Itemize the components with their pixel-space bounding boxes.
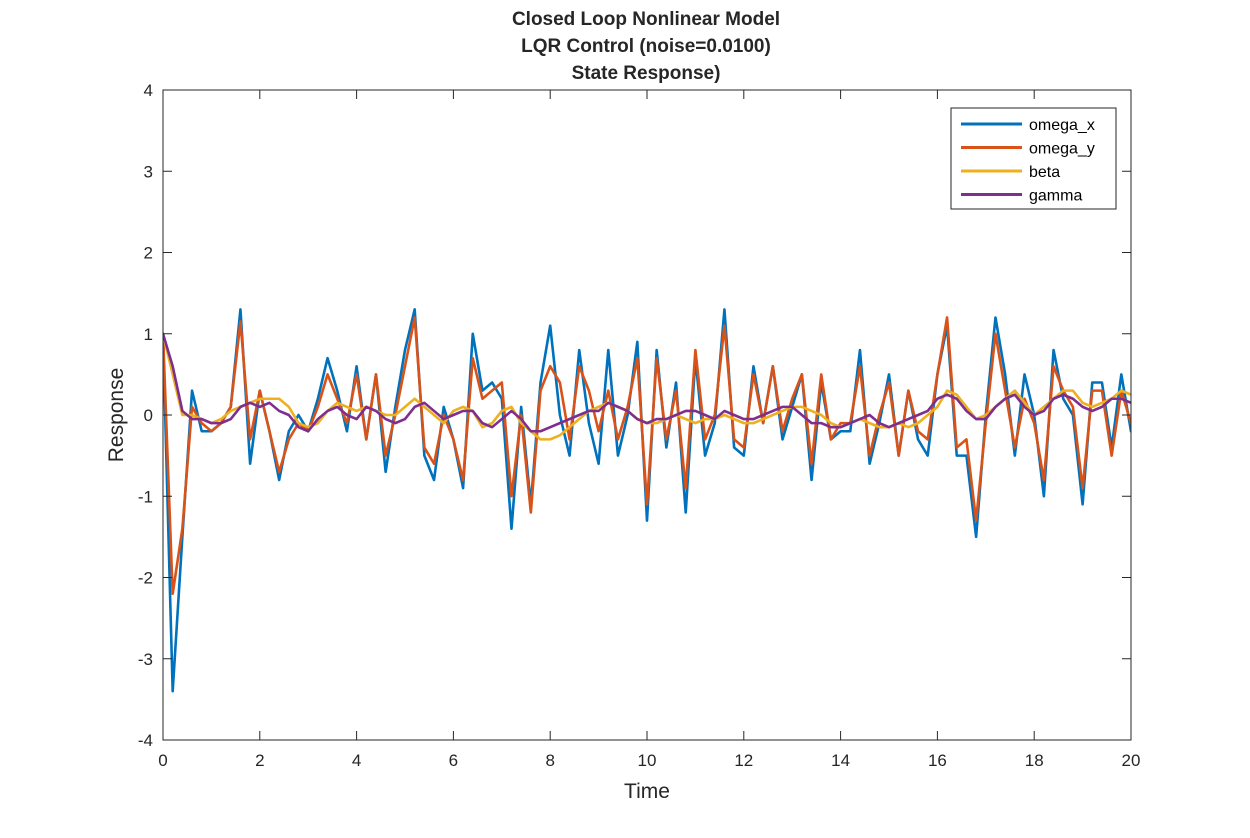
y-tick-label: 3 [144,162,153,181]
title-line-1: Closed Loop Nonlinear Model [512,9,780,30]
y-tick-label: 1 [144,325,153,344]
series-group [163,308,1131,693]
y-tick-label: 4 [144,81,153,100]
x-tick-label: 2 [255,751,264,770]
x-axis-label: Time [624,780,670,803]
y-axis: -4 -3 -2 -1 0 1 2 3 4 [138,81,1131,750]
chart-title: Closed Loop Nonlinear Model LQR Control … [512,9,780,84]
series-line-omega-y [163,316,1131,596]
y-axis-label: Response [105,368,128,463]
x-tick-label: 4 [352,751,361,770]
x-tick-label: 10 [638,751,657,770]
x-tick-label: 18 [1025,751,1044,770]
x-tick-label: 14 [831,751,850,770]
legend-label: gamma [1029,188,1082,205]
x-tick-label: 16 [928,751,947,770]
y-tick-label: -3 [138,650,153,669]
y-tick-label: -2 [138,569,153,588]
x-tick-label: 8 [545,751,554,770]
x-axis: 0 2 4 6 8 10 12 14 16 18 20 [158,90,1140,770]
legend-label: omega_y [1029,141,1095,158]
legend-label: omega_x [1029,117,1095,134]
x-tick-label: 12 [734,751,753,770]
series-line-gamma [163,332,1131,433]
y-tick-label: 0 [144,406,153,425]
legend-label: beta [1029,164,1060,181]
y-tick-label: -1 [138,487,153,506]
y-tick-label: -4 [138,731,153,750]
title-line-3: State Response) [572,63,721,84]
title-line-2: LQR Control (noise=0.0100) [521,36,771,57]
x-tick-label: 6 [449,751,458,770]
y-tick-label: 2 [144,244,153,263]
x-tick-label: 0 [158,751,167,770]
x-tick-label: 20 [1122,751,1141,770]
series-line-omega-x [163,308,1131,693]
